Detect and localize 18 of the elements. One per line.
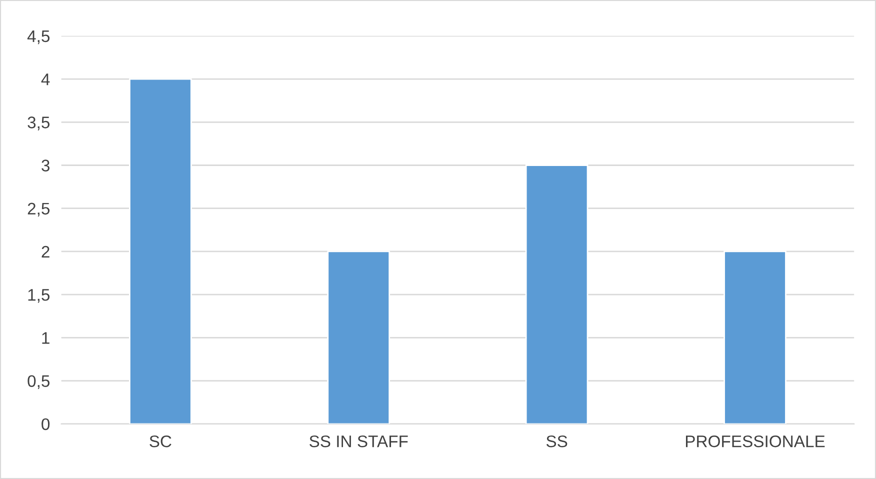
x-tick-label: SS IN STAFF: [310, 435, 408, 448]
y-tick-label: 4,5: [27, 30, 50, 44]
y-tick-label: 0,5: [28, 375, 50, 389]
bar: [724, 250, 786, 424]
x-tick-label: SC: [150, 435, 172, 448]
bar: [327, 250, 390, 424]
y-tick-label: 2: [42, 246, 50, 258]
bar: [525, 164, 588, 424]
y-tick-label: 3: [42, 160, 50, 172]
y-tick-label: 1: [42, 332, 50, 344]
x-tick-label: SS: [546, 435, 568, 448]
bar: [129, 78, 192, 424]
x-tick-label: PROFESSIONALE: [686, 435, 825, 448]
y-tick-label: 1,5: [28, 289, 50, 303]
y-tick-label: 4: [41, 74, 50, 86]
y-tick-label: 3,5: [28, 116, 50, 130]
y-tick-label: 2,5: [28, 202, 50, 217]
y-tick-label: 0: [42, 418, 50, 430]
